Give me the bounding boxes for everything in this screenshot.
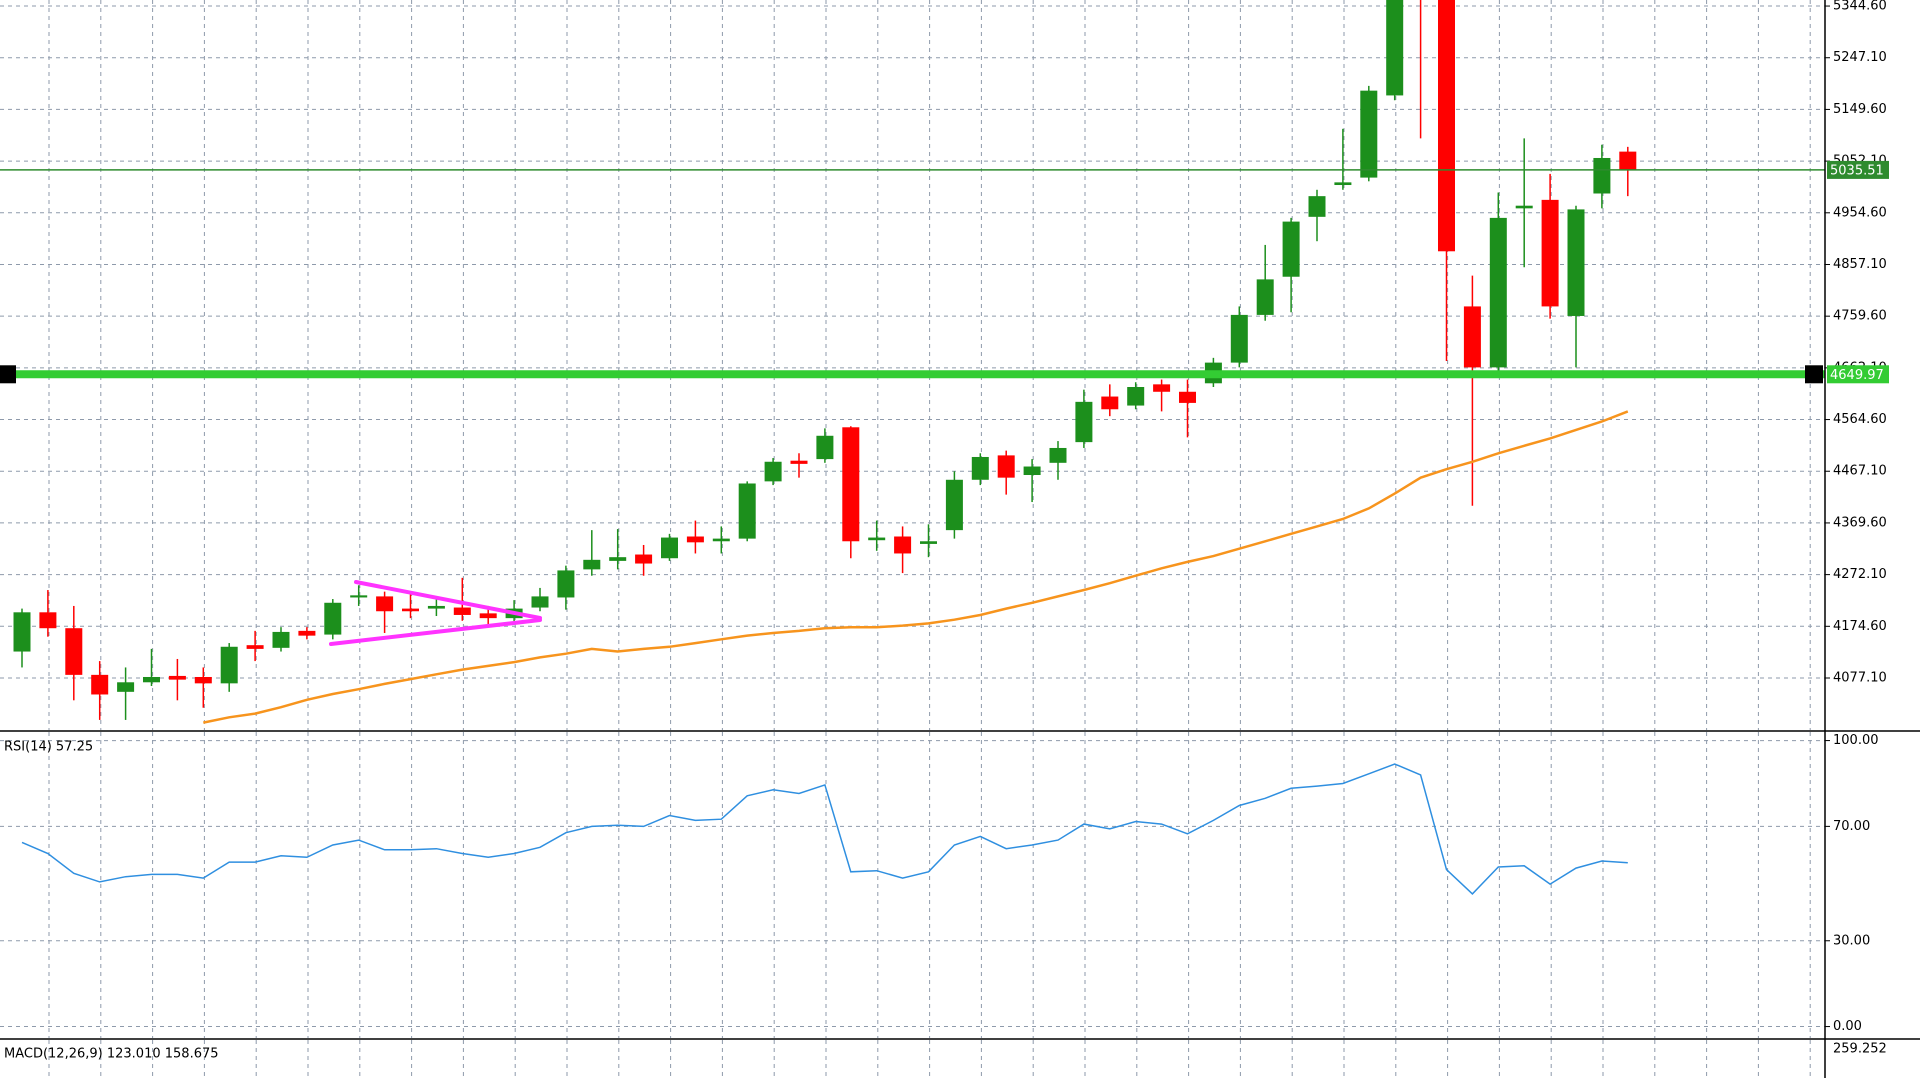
y-tick-label: 100.00: [1833, 733, 1879, 748]
candle-body: [91, 674, 109, 695]
candle-body: [1256, 279, 1274, 315]
candle-body: [246, 645, 264, 649]
pattern-line: [329, 618, 542, 646]
y-tick-label: 5149.60: [1833, 102, 1887, 117]
candle-body: [1101, 396, 1119, 410]
candle-body: [1360, 90, 1378, 178]
candle-body: [945, 479, 963, 531]
candle-body: [661, 537, 678, 559]
candle-body: [479, 613, 497, 619]
candle-body: [557, 570, 575, 598]
candle-body: [1593, 157, 1611, 194]
candle-body: [1386, 0, 1404, 96]
pattern-line: [354, 580, 542, 620]
candle-body: [764, 461, 782, 482]
y-tick-label: 0.00: [1833, 1019, 1862, 1034]
candle-body: [1334, 182, 1352, 186]
candle-body: [13, 612, 31, 652]
candle-body: [816, 435, 834, 460]
candle-body: [298, 630, 316, 636]
candle-body: [971, 456, 989, 480]
grid-layer: [0, 0, 1825, 1078]
candle-body: [194, 676, 212, 684]
candle-body: [65, 628, 83, 675]
moving-average: [203, 410, 1629, 724]
candle-body: [531, 596, 549, 608]
candle-body: [712, 538, 730, 542]
candle-body: [453, 607, 471, 615]
y-tick-label: 4467.10: [1833, 464, 1887, 479]
candle-body: [1619, 151, 1637, 170]
candle-body: [1541, 199, 1559, 307]
y-tick-label: 4564.60: [1833, 412, 1887, 427]
candle-body: [1153, 384, 1171, 392]
candle-body: [427, 605, 445, 609]
price-label: 5035.51: [1830, 163, 1884, 178]
candle-body: [920, 541, 937, 544]
candle-body: [790, 460, 808, 464]
candle-body: [1230, 314, 1248, 363]
level-handle[interactable]: [1805, 365, 1823, 384]
candle-body: [376, 596, 394, 612]
candle-body: [168, 675, 186, 680]
rsi-line: [21, 763, 1628, 895]
triangle-pattern: [329, 580, 542, 646]
candle-body: [1282, 221, 1300, 277]
y-tick-label: 4174.60: [1833, 619, 1887, 634]
candle-body: [1179, 391, 1196, 403]
candle-body: [1438, 0, 1455, 252]
y-tick-label: 4369.60: [1833, 515, 1887, 530]
y-tick-label: 4759.60: [1833, 309, 1887, 324]
candle-body: [1127, 387, 1145, 406]
candle-body: [583, 559, 601, 570]
y-tick-label: 4077.10: [1833, 670, 1887, 685]
candle-body: [117, 682, 135, 692]
candle-body: [1308, 196, 1326, 217]
level-label-box: [1827, 365, 1889, 384]
candle-body: [1023, 466, 1041, 476]
candle-body: [894, 536, 912, 554]
candle-body: [220, 646, 238, 684]
macd-title: MACD(12,26,9) 123.010 158.675: [4, 1047, 219, 1062]
y-tick-label: 30.00: [1833, 933, 1870, 948]
candle-body: [738, 483, 756, 539]
price-label-box: [1827, 160, 1889, 179]
candle-body: [1049, 447, 1067, 463]
candle-body: [143, 676, 160, 683]
candle-body: [324, 602, 342, 635]
candle-body: [272, 631, 290, 648]
candle-body: [1515, 205, 1533, 209]
y-tick-label: 70.00: [1833, 819, 1870, 834]
candle-body: [402, 608, 419, 612]
plot-layer: [0, 0, 1825, 895]
rsi-title: RSI(14) 57.25: [4, 740, 93, 755]
level-handle[interactable]: [0, 365, 16, 384]
y-tick-label: 5247.10: [1833, 50, 1887, 65]
candle-body: [1567, 209, 1585, 316]
level-label: 4649.97: [1830, 368, 1884, 383]
candle-body: [1463, 306, 1481, 368]
candle-body: [1489, 217, 1507, 368]
candle-body: [686, 536, 704, 543]
candle-body: [635, 554, 653, 564]
y-tick-label: 4272.10: [1833, 567, 1887, 582]
candle-body: [997, 455, 1015, 478]
candle-body: [350, 595, 368, 598]
candle-body: [842, 427, 860, 542]
candle-body: [868, 537, 886, 541]
label-layer: 5344.605247.105149.605052.104954.604857.…: [1825, 0, 1889, 1034]
y-tick-label: 5344.60: [1833, 0, 1887, 14]
candle-body: [39, 612, 57, 629]
y-tick-label: 4954.60: [1833, 205, 1887, 220]
candle-body: [1075, 401, 1093, 443]
macd-tick-label: 259.252: [1833, 1042, 1887, 1057]
y-tick-label: 4857.10: [1833, 257, 1887, 272]
candle-body: [609, 557, 627, 561]
